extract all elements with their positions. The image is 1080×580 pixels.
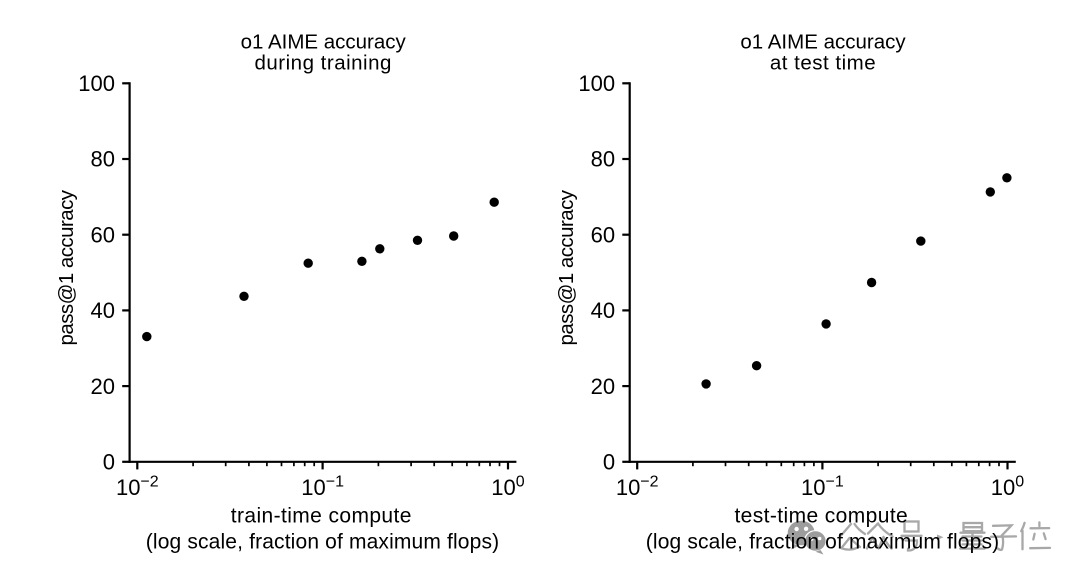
svg-text:−2: −2: [140, 474, 158, 491]
svg-text:−1: −1: [826, 474, 844, 491]
svg-text:10: 10: [491, 475, 515, 500]
svg-text:o1 AIME accuracy: o1 AIME accuracy: [241, 30, 407, 53]
svg-text:10: 10: [616, 475, 640, 500]
svg-text:(log scale, fraction of maximu: (log scale, fraction of maximum flops): [646, 531, 999, 554]
svg-text:10: 10: [991, 475, 1015, 500]
svg-text:0: 0: [103, 450, 115, 475]
svg-text:40: 40: [91, 298, 115, 323]
svg-text:20: 20: [91, 374, 115, 399]
svg-text:80: 80: [91, 147, 115, 172]
svg-text:0: 0: [1015, 474, 1024, 491]
svg-text:100: 100: [578, 71, 615, 96]
svg-text:0: 0: [603, 450, 615, 475]
svg-text:10: 10: [301, 475, 325, 500]
svg-text:20: 20: [591, 374, 615, 399]
svg-text:o1 AIME accuracy: o1 AIME accuracy: [740, 30, 906, 53]
svg-text:−2: −2: [640, 474, 658, 491]
svg-text:during training: during training: [254, 52, 391, 75]
svg-text:60: 60: [91, 222, 115, 247]
svg-text:−1: −1: [326, 474, 344, 491]
svg-text:100: 100: [78, 71, 115, 96]
svg-text:(log scale, fraction of maximu: (log scale, fraction of maximum flops): [146, 531, 499, 554]
svg-text:40: 40: [591, 298, 615, 323]
svg-text:train-time compute: train-time compute: [231, 505, 412, 528]
svg-text:60: 60: [591, 222, 615, 247]
svg-text:test-time compute: test-time compute: [734, 505, 908, 528]
svg-text:0: 0: [516, 474, 525, 491]
svg-text:at test time: at test time: [770, 52, 876, 75]
svg-text:10: 10: [801, 475, 825, 500]
svg-text:pass@1 accuracy: pass@1 accuracy: [55, 189, 78, 345]
svg-text:10: 10: [116, 475, 140, 500]
svg-text:80: 80: [591, 147, 615, 172]
svg-text:pass@1 accuracy: pass@1 accuracy: [555, 189, 578, 345]
